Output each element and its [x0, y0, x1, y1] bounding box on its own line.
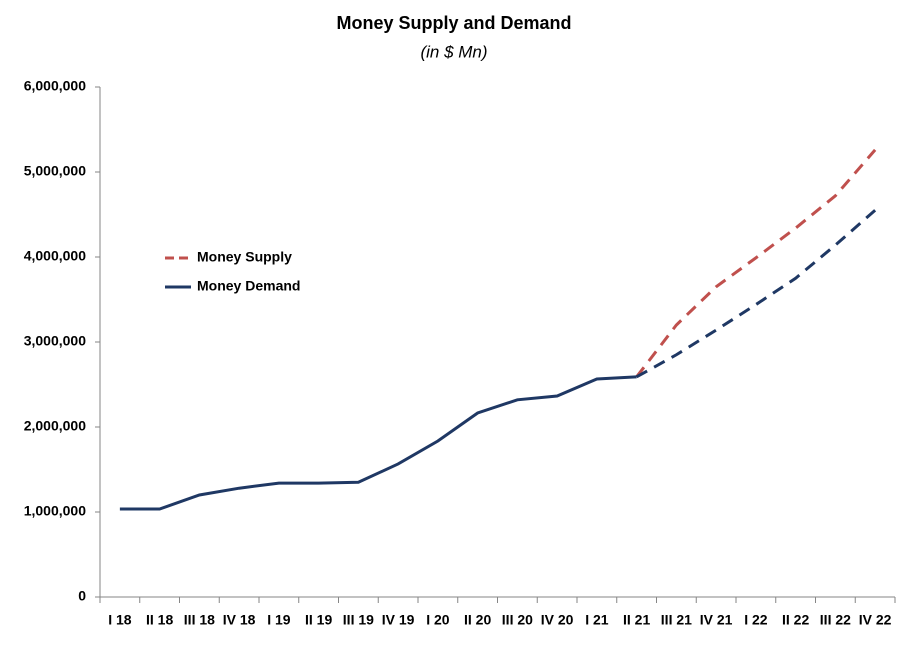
x-tick-label: I 18	[108, 612, 132, 628]
legend-label: Money Demand	[197, 278, 300, 294]
line	[119, 375, 637, 511]
y-tick-label: 1,000,000	[24, 503, 86, 519]
line	[635, 209, 877, 379]
x-tick-label: III 18	[184, 612, 215, 628]
y-tick-label: 0	[78, 588, 86, 604]
y-tick-label: 3,000,000	[24, 333, 86, 349]
x-tick-label: IV 18	[223, 612, 256, 628]
x-tick-label: II 18	[146, 612, 173, 628]
x-tick-label: II 19	[305, 612, 332, 628]
x-tick-label: III 20	[502, 612, 533, 628]
line	[635, 148, 877, 378]
y-tick-label: 2,000,000	[24, 418, 86, 434]
y-tick-label: 5,000,000	[24, 163, 86, 179]
x-tick-label: III 19	[343, 612, 374, 628]
x-tick-label: I 22	[744, 612, 768, 628]
legend-label: Money Supply	[197, 249, 292, 265]
chart-subtitle: (in $ Mn)	[420, 42, 487, 61]
chart-title: Money Supply and Demand	[336, 13, 571, 33]
x-tick-label: II 21	[623, 612, 650, 628]
x-tick-label: I 19	[267, 612, 291, 628]
x-tick-label: III 21	[661, 612, 692, 628]
y-tick-label: 6,000,000	[24, 78, 86, 94]
x-tick-label: II 20	[464, 612, 491, 628]
x-tick-label: II 22	[782, 612, 809, 628]
x-tick-label: IV 20	[541, 612, 574, 628]
x-tick-label: IV 21	[700, 612, 733, 628]
x-tick-label: IV 22	[859, 612, 892, 628]
x-tick-label: I 20	[426, 612, 450, 628]
x-tick-label: IV 19	[382, 612, 415, 628]
x-tick-label: I 21	[585, 612, 609, 628]
y-tick-label: 4,000,000	[24, 248, 86, 264]
x-tick-label: III 22	[820, 612, 851, 628]
